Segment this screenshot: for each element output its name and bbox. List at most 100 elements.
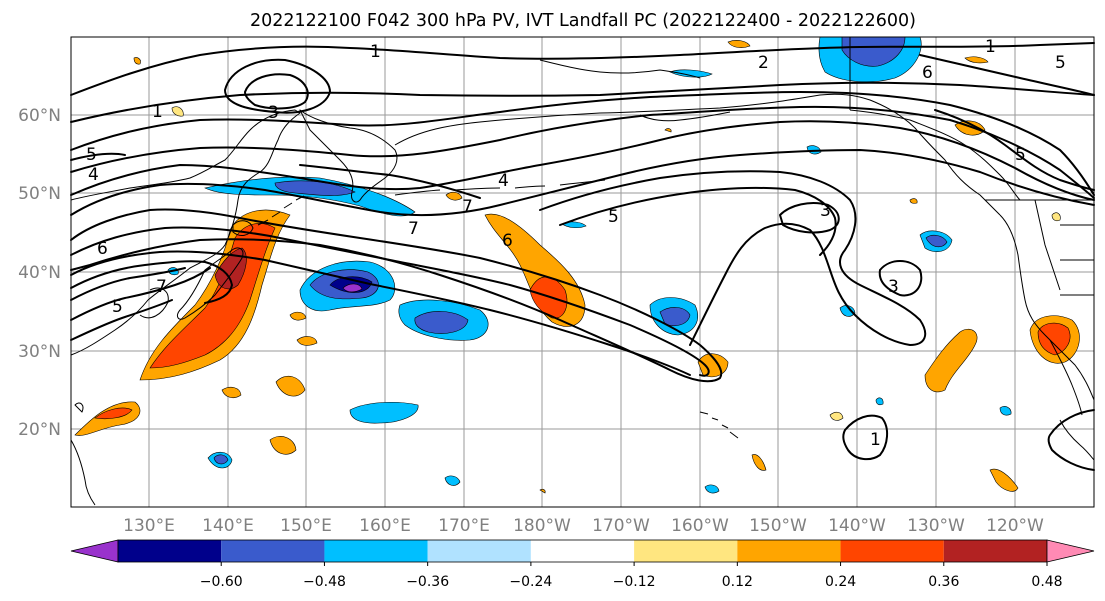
contour-label: 7 — [408, 219, 419, 239]
colorbar-tick-label: 0.36 — [928, 574, 959, 590]
contour-label: 1 — [870, 430, 881, 450]
coast-japan — [177, 247, 244, 320]
contour-korea-b — [70, 267, 211, 321]
contour-label: 5 — [608, 207, 619, 227]
lon-label: 120°W — [986, 516, 1044, 536]
map-frame — [70, 36, 1095, 508]
contour-label: 4 — [88, 165, 99, 185]
contour-loop-east-2 — [559, 186, 837, 256]
contour-3-east — [878, 260, 923, 297]
contour-jet-inner-b — [70, 250, 691, 376]
colorbar-left-extension — [70, 539, 119, 563]
contour-1-north — [70, 42, 1095, 96]
colorbar-tick-label: 0.12 — [722, 574, 753, 590]
colorbar-segment — [221, 540, 325, 562]
contour-label: 5 — [1055, 53, 1066, 73]
lat-label: 20°N — [18, 420, 61, 440]
contour-5-west — [70, 152, 126, 161]
contour-label: 5 — [1015, 145, 1026, 165]
figure-title: 2022122100 F042 300 hPa PV, IVT Landfall… — [250, 11, 916, 31]
contour-3-small — [779, 202, 840, 234]
lon-label: 160°W — [671, 516, 729, 536]
coast-taiwan — [74, 402, 84, 413]
colorbar-ticks: −0.60 −0.48 −0.36 −0.24 −0.12 0.12 0.24 0.36 0.4… — [200, 562, 1063, 590]
lon-label: 130°E — [123, 516, 175, 536]
contour-1-sw-b — [1047, 409, 1095, 471]
colorbar-segment — [530, 540, 635, 562]
contour-6-ne — [919, 54, 1095, 96]
contour-label: 6 — [922, 63, 933, 83]
contour-6 — [70, 149, 1095, 217]
colorbar-tick-label: 0.48 — [1031, 574, 1062, 590]
lat-label: 30°N — [18, 342, 61, 362]
contour-labels: 1 1 3 5 4 6 7 7 4 5 6 7 5 3 3 2 6 5 5 1 … — [86, 37, 1066, 450]
contour-loop-east — [539, 170, 927, 346]
lon-label: 130°W — [907, 516, 965, 536]
coast-alaska — [394, 93, 1001, 216]
colorbar-tick-label: −0.48 — [303, 574, 346, 590]
colorbar-tick-label: −0.12 — [613, 574, 656, 590]
pv-contours — [70, 42, 1095, 471]
contour-label: 5 — [86, 145, 97, 165]
contour-5-ne — [934, 109, 1095, 191]
lat-label: 60°N — [18, 106, 61, 126]
colorbar: −0.60 −0.48 −0.36 −0.24 −0.12 0.12 0.24 0.36 0.4… — [70, 539, 1095, 590]
colorbar-segment — [840, 540, 944, 562]
lon-label: 150°W — [749, 516, 807, 536]
contour-label: 7 — [462, 197, 473, 217]
colorbar-segment — [324, 540, 428, 562]
coast-mexico — [1059, 419, 1095, 461]
coast-baja — [1049, 339, 1083, 416]
coast-kamchatka — [299, 109, 398, 203]
contour-jet-rib — [299, 164, 481, 199]
colorbar-tick-label: 0.24 — [825, 574, 856, 590]
colorbar-segment — [737, 540, 841, 562]
contour-label: 3 — [820, 201, 831, 221]
colorbar-segment — [118, 540, 222, 562]
contour-2-main — [70, 81, 1095, 123]
colorbar-segment — [943, 540, 1047, 562]
contour-label: 3 — [268, 103, 279, 123]
contour-label: 5 — [112, 297, 123, 317]
contour-1-sw-a — [842, 414, 888, 461]
lat-label: 50°N — [18, 184, 61, 204]
contour-label: 1 — [370, 42, 381, 62]
contour-korea-d — [70, 260, 233, 304]
contour-3-main — [70, 91, 1095, 196]
contour-label: 7 — [156, 277, 167, 297]
shading-japan-maxima — [214, 247, 247, 290]
lat-label: 40°N — [18, 263, 61, 283]
longitude-labels: 130°E 140°E 150°E 160°E 170°E 180°W 170°… — [123, 516, 1044, 536]
contour-label: 6 — [97, 239, 108, 259]
map-panel: 1 1 3 5 4 6 7 7 4 5 6 7 5 3 3 2 6 5 5 1 … — [70, 36, 1095, 508]
colorbar-segment — [427, 540, 531, 562]
lon-label: 140°E — [202, 516, 254, 536]
contour-korea-a — [70, 267, 186, 301]
contour-label: 1 — [985, 37, 996, 57]
coast-border-us — [985, 199, 1094, 296]
colorbar-tick-label: −0.24 — [509, 574, 552, 590]
lon-label: 170°W — [592, 516, 650, 536]
lon-label: 160°E — [359, 516, 411, 536]
colorbar-segment — [634, 540, 738, 562]
contour-5 — [70, 120, 1095, 201]
latitude-labels: 60°N 50°N 40°N 30°N 20°N — [18, 106, 61, 440]
contour-label: 6 — [502, 231, 513, 251]
colorbar-tick-label: −0.36 — [406, 574, 449, 590]
coast-hawaii — [699, 411, 739, 439]
colorbar-tick-label: −0.60 — [200, 574, 243, 590]
coast-hokkaido — [232, 220, 254, 236]
colorbar-right-extension — [1046, 539, 1095, 563]
contour-3-cell — [244, 73, 309, 110]
coast-chukotka — [539, 59, 701, 79]
coast-north-america — [999, 214, 1095, 401]
lon-label: 140°W — [828, 516, 886, 536]
contour-label: 1 — [152, 102, 163, 122]
lon-label: 150°E — [280, 516, 332, 536]
coast-philippines — [70, 439, 96, 506]
lon-label: 180°W — [513, 516, 571, 536]
contour-label: 3 — [888, 277, 899, 297]
lon-label: 170°E — [438, 516, 490, 536]
colorbar-segments — [117, 539, 1048, 563]
coast-aleutians — [394, 179, 606, 196]
